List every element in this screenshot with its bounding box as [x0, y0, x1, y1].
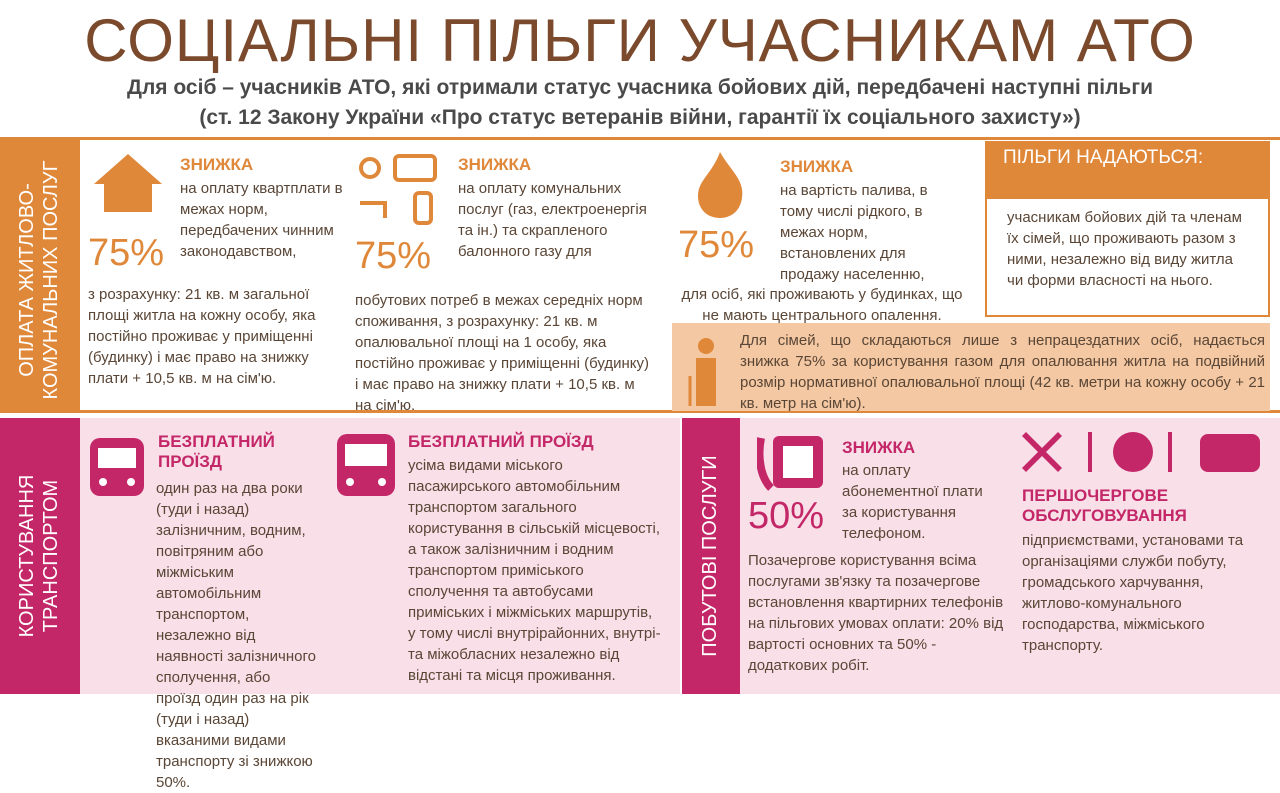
subtitle: (ст. 12 Закону України «Про статус ветер…: [199, 106, 1081, 129]
text: підприємствами, установами та організаці…: [1022, 532, 1244, 654]
text: усіма видами міського пасажирського авто…: [408, 457, 661, 684]
percent: 75%: [678, 224, 755, 266]
side-strip: [0, 418, 80, 694]
box-heading: ПІЛЬГИ НАДАЮТЬСЯ:: [985, 141, 1270, 197]
text: на оплату абонементної плати за користув…: [842, 462, 983, 542]
side-strip: [682, 418, 740, 694]
train-icon: [90, 438, 144, 496]
flame-icon: [698, 152, 743, 218]
section-frame: [80, 137, 1280, 413]
side-strip: [0, 137, 80, 413]
text: один раз на два роки (туди і назад) залі…: [88, 478, 318, 793]
infographic: СОЦІАЛЬНІ ПІЛЬГИ УЧАСНИКАМ АТО Для осіб …: [0, 7, 1280, 791]
heading: ЗНИЖКА: [780, 157, 854, 176]
text: для осіб, які проживають у будинках, що …: [681, 286, 963, 324]
note-box: [672, 323, 1270, 411]
page: Social benefits for ATO participants {"h…: [0, 7, 1280, 791]
section-bg: [740, 418, 1280, 694]
heading: ЗНИЖКА: [458, 155, 532, 174]
heading: БЕЗПЛАТНИЙ ПРОЇЗД: [408, 432, 594, 451]
heading: БЕЗПЛАТНИЙ ПРОЇЗД: [158, 432, 275, 471]
side-label-line: ТРАНСПОРТОМ: [40, 479, 62, 633]
percent: 50%: [748, 495, 825, 537]
side-label: КОРИСТУВАННЯ ТРАНСПОРТОМ: [15, 418, 65, 694]
side-label: ПОБУТОВІ ПОСЛУГИ: [699, 455, 721, 657]
heading: ЗНИЖКА: [180, 155, 254, 174]
note: Для сімей, що складаються лише з непраце…: [740, 332, 1265, 412]
text: з розрахунку: 21 кв. м загальної площі ж…: [88, 286, 316, 387]
side-label: ОПЛАТА ЖИТЛОВО- КОМУНАЛЬНИХ ПОСЛУГ: [15, 142, 65, 418]
text: на оплату комунальних послуг (газ, елект…: [458, 180, 647, 260]
text: усіма видами міського пасажирського авто…: [333, 455, 663, 686]
house-icon: [94, 154, 162, 212]
elder-icon: [688, 338, 716, 406]
text: Позачергове користування всіма послугами…: [748, 552, 1004, 674]
heading: ПЕРШОЧЕРГОВЕ ОБСЛУГОВУВАННЯ: [1022, 486, 1187, 525]
text: на вартість палива, в тому числі рідкого…: [780, 182, 928, 283]
text: побутових потреб в межах середніх норм с…: [355, 292, 649, 414]
side-label-line: КОМУНАЛЬНИХ ПОСЛУГ: [40, 160, 62, 400]
phone-icon: [757, 436, 823, 491]
utilities-icon: [359, 154, 437, 225]
text: один раз на два роки (туди і назад) залі…: [156, 480, 316, 791]
box-text: учасникам бойових дій та членам їх сімей…: [985, 197, 1270, 317]
heading: ЗНИЖКА: [842, 438, 916, 457]
text: на оплату квартплати в межах норм, перед…: [180, 180, 343, 260]
subtitle: Для осіб – учасників АТО, які отримали с…: [126, 76, 1154, 99]
bus-icon: [337, 434, 395, 496]
service-icons: [1022, 432, 1260, 472]
percent: 75%: [88, 232, 165, 274]
percent: 75%: [355, 235, 432, 277]
title: СОЦІАЛЬНІ ПІЛЬГИ УЧАСНИКАМ АТО: [84, 7, 1196, 74]
side-label-line: ОПЛАТА ЖИТЛОВО-: [16, 183, 38, 377]
side-label-line: КОРИСТУВАННЯ: [16, 474, 38, 638]
